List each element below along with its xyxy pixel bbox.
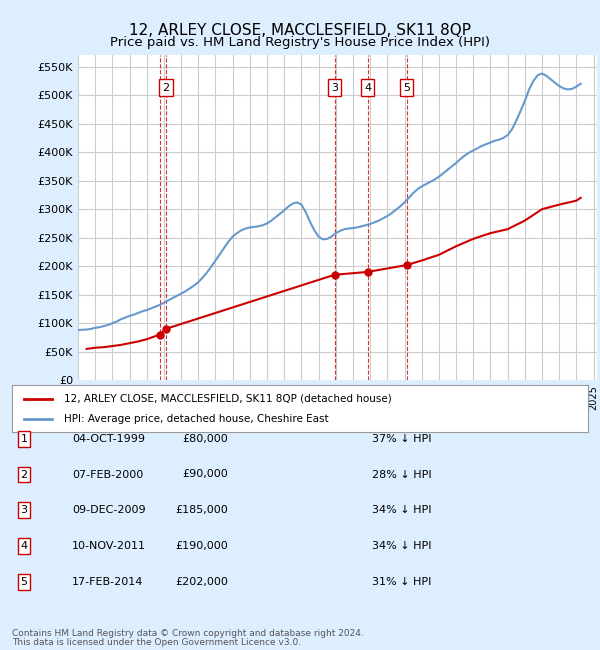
Text: Contains HM Land Registry data © Crown copyright and database right 2024.: Contains HM Land Registry data © Crown c… [12, 629, 364, 638]
Text: £190,000: £190,000 [175, 541, 228, 551]
Text: 04-OCT-1999: 04-OCT-1999 [72, 434, 145, 444]
Text: 10-NOV-2011: 10-NOV-2011 [72, 541, 146, 551]
Text: 5: 5 [403, 83, 410, 93]
Text: 2: 2 [20, 469, 28, 480]
Text: 1: 1 [20, 434, 28, 444]
Text: Price paid vs. HM Land Registry's House Price Index (HPI): Price paid vs. HM Land Registry's House … [110, 36, 490, 49]
Text: 09-DEC-2009: 09-DEC-2009 [72, 505, 146, 515]
Text: £80,000: £80,000 [182, 434, 228, 444]
Text: £90,000: £90,000 [182, 469, 228, 480]
Text: HPI: Average price, detached house, Cheshire East: HPI: Average price, detached house, Ches… [64, 414, 328, 424]
Text: 34% ↓ HPI: 34% ↓ HPI [372, 505, 431, 515]
Text: 28% ↓ HPI: 28% ↓ HPI [372, 469, 431, 480]
Text: 37% ↓ HPI: 37% ↓ HPI [372, 434, 431, 444]
Text: 31% ↓ HPI: 31% ↓ HPI [372, 577, 431, 587]
Text: 07-FEB-2000: 07-FEB-2000 [72, 469, 143, 480]
Text: 3: 3 [331, 83, 338, 93]
Text: This data is licensed under the Open Government Licence v3.0.: This data is licensed under the Open Gov… [12, 638, 301, 647]
Text: 3: 3 [20, 505, 28, 515]
Text: 4: 4 [364, 83, 371, 93]
Text: 34% ↓ HPI: 34% ↓ HPI [372, 541, 431, 551]
Text: 12, ARLEY CLOSE, MACCLESFIELD, SK11 8QP: 12, ARLEY CLOSE, MACCLESFIELD, SK11 8QP [129, 23, 471, 38]
Text: £202,000: £202,000 [175, 577, 228, 587]
Text: 12, ARLEY CLOSE, MACCLESFIELD, SK11 8QP (detached house): 12, ARLEY CLOSE, MACCLESFIELD, SK11 8QP … [64, 393, 392, 404]
Text: £185,000: £185,000 [175, 505, 228, 515]
Text: 5: 5 [20, 577, 28, 587]
Text: 17-FEB-2014: 17-FEB-2014 [72, 577, 143, 587]
Text: 2: 2 [162, 83, 169, 93]
Text: 4: 4 [20, 541, 28, 551]
